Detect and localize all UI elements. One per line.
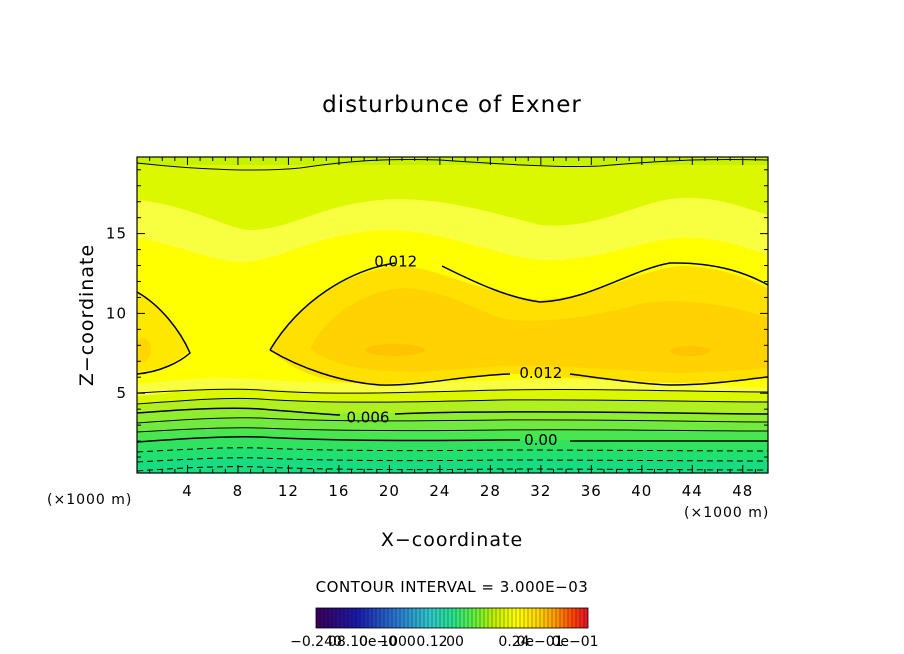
y-tick-label: 5 — [116, 384, 127, 402]
contour-label: 0.006 — [346, 409, 389, 427]
chart-title: disturbunce of Exner — [322, 92, 582, 118]
colorbar-label: 0.12 — [416, 634, 447, 650]
colorbar-label: 08.10 — [328, 634, 368, 650]
x-tick-label: 20 — [379, 482, 400, 500]
x-tick-label: 36 — [581, 482, 602, 500]
band-orange-peak-1 — [365, 344, 425, 356]
colorbar-ticks — [319, 608, 585, 628]
contour-label: 0.012 — [374, 252, 417, 270]
x-tick-label: 24 — [429, 482, 450, 500]
colorbar-label: 0e−01 — [516, 634, 563, 650]
x-tick-label: 44 — [682, 482, 703, 500]
y-axis-title: Z−coordinate — [76, 244, 98, 386]
contour-label: 0.00 — [524, 431, 557, 449]
contour-interval-label: CONTOUR INTERVAL = 3.000E−03 — [316, 578, 589, 596]
y-unit-label: (×1000 m) — [47, 492, 132, 508]
colorbar-label: 1000 — [380, 634, 416, 650]
y-tick-label: 10 — [106, 304, 127, 322]
colorbar-label: 00 — [446, 634, 464, 650]
x-axis-title: X−coordinate — [381, 529, 523, 551]
colorbar-label: 0e−0 — [359, 634, 397, 650]
x-tick-label: 32 — [530, 482, 551, 500]
x-tick-label: 12 — [278, 482, 299, 500]
colorbar-label: −0.240 — [290, 634, 342, 650]
band-orange-mid — [310, 288, 768, 373]
contour-label: 0.012 — [519, 364, 562, 382]
band-orange-peak-2 — [670, 346, 710, 356]
x-tick-label: 16 — [328, 482, 349, 500]
x-tick-label: 4 — [182, 482, 193, 500]
x-tick-label: 48 — [732, 482, 753, 500]
x-unit-label: (×1000 m) — [684, 505, 769, 521]
colorbar-label: 0.24 — [498, 634, 529, 650]
x-tick-label: 8 — [233, 482, 244, 500]
y-tick-label: 15 — [106, 225, 127, 243]
band-orange-left — [137, 338, 151, 362]
x-tick-label: 28 — [480, 482, 501, 500]
colorbar-label: 0e−01 — [551, 634, 598, 650]
contour-labels: 0.012 0.012 0.006 0.00 — [346, 252, 562, 449]
x-tick-label: 40 — [631, 482, 652, 500]
contour-fill — [137, 157, 768, 473]
